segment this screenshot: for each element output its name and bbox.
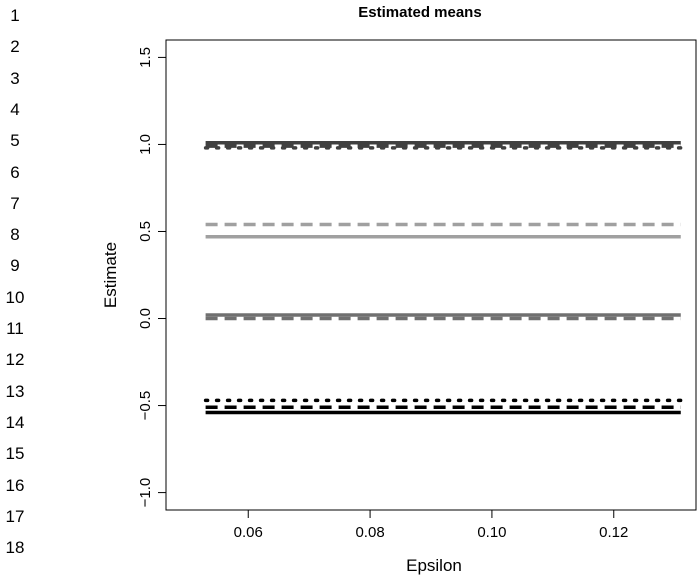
y-tick-label: 1.0: [137, 134, 154, 155]
chart-title: Estimated means: [358, 4, 481, 21]
y-tick-label: 0.5: [137, 221, 154, 242]
line-number: 11: [6, 319, 24, 338]
line-number: 1: [10, 6, 20, 25]
y-axis-label: Estimate: [101, 242, 120, 308]
line-number: 9: [10, 256, 20, 276]
y-tick-label: −1.0: [137, 478, 154, 508]
line-number: 4: [10, 99, 20, 119]
x-axis-label: Epsilon: [406, 556, 462, 575]
y-axis: −1.0 −0.5 0.0 0.5 1.0 1.5: [137, 47, 167, 508]
line-number: 18: [5, 538, 25, 558]
x-tick-label: 0.08: [355, 524, 384, 541]
x-tick-label: 0.06: [234, 524, 263, 541]
line-number: 3: [10, 68, 20, 88]
series-group: [203, 140, 683, 415]
line-number: 8: [10, 225, 20, 245]
x-tick-label: 0.10: [477, 524, 506, 541]
line-number: 10: [5, 287, 25, 307]
line-number: 2: [10, 37, 20, 57]
y-tick-label: 1.5: [137, 47, 154, 68]
line-number: 13: [5, 381, 25, 401]
line-number: 15: [5, 444, 25, 464]
x-axis: 0.06 0.08 0.10 0.12: [234, 509, 628, 541]
x-tick-label: 0.12: [599, 524, 628, 541]
line-number: 14: [5, 412, 25, 432]
line-number: 7: [10, 193, 20, 213]
plot-frame: [165, 39, 697, 511]
line-number: 6: [10, 162, 20, 182]
y-tick-label: 0.0: [137, 308, 154, 329]
line-number: 17: [5, 506, 25, 526]
line-number: 12: [5, 350, 25, 370]
line-number: 16: [5, 475, 25, 495]
line-number: 5: [10, 131, 20, 151]
y-tick-label: −0.5: [137, 391, 154, 421]
